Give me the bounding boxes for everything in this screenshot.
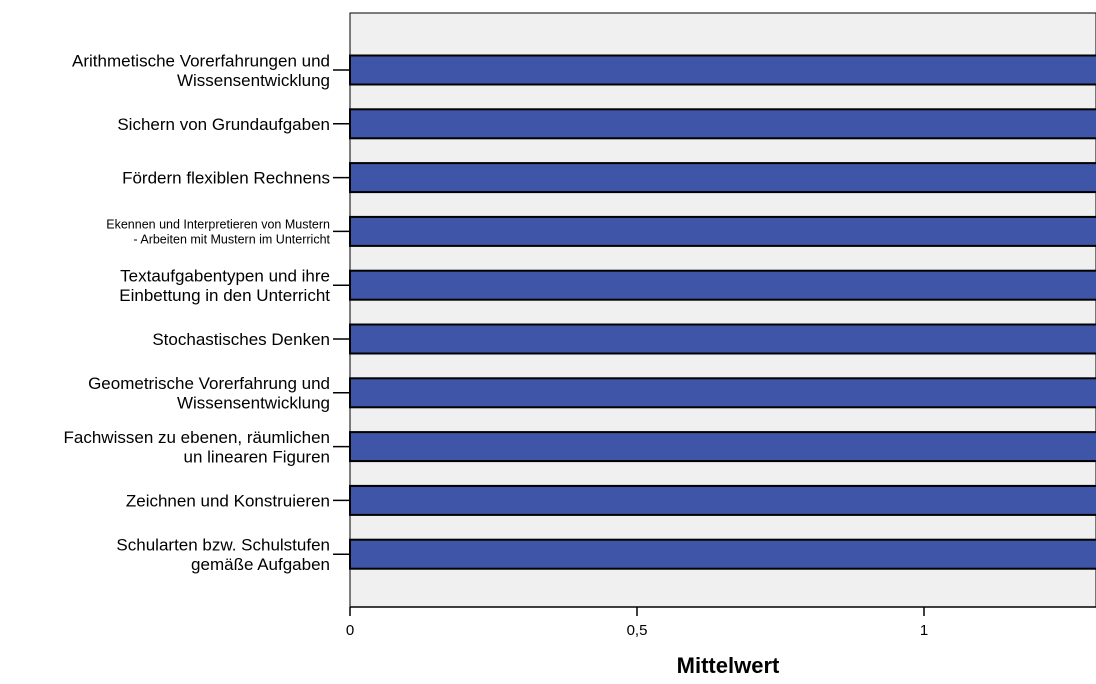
x-tick-label: 1 [920, 622, 928, 639]
category-label: Stochastisches Denken [152, 330, 330, 349]
bar [349, 108, 1096, 140]
category-label: Sichern von Grundaufgaben [117, 115, 330, 134]
plot-area [349, 12, 1096, 608]
bar [349, 431, 1096, 463]
category-label: Zeichnen und Konstruieren [126, 491, 330, 510]
bar [349, 54, 1096, 86]
category-label: - Arbeiten mit Mustern im Unterricht [133, 232, 330, 246]
bar [349, 162, 1096, 194]
x-tick-label: 0 [346, 622, 354, 639]
category-label: Fördern flexiblen Rechnens [122, 169, 330, 188]
bar [349, 323, 1096, 355]
x-axis: 00,511,522,5 [346, 606, 1096, 639]
category-label: Schularten bzw. Schulstufen [116, 536, 330, 555]
x-axis-title: Mittelwert [677, 653, 780, 678]
category-label: Arithmetische Vorerfahrungen und [72, 51, 330, 70]
bar [349, 215, 1096, 247]
category-label: Wissensentwicklung [177, 394, 330, 413]
category-label: Fachwissen zu ebenen, räumlichen [64, 428, 330, 447]
category-label: gemäße Aufgaben [191, 555, 330, 574]
bar [349, 538, 1096, 570]
category-label: Wissensentwicklung [177, 71, 330, 90]
category-label: Ekennen und Interpretieren von Mustern [106, 217, 330, 231]
category-label: un linearen Figuren [184, 447, 330, 466]
category-label: Geometrische Vorerfahrung und [88, 374, 330, 393]
bar [349, 377, 1096, 409]
category-labels: Arithmetische Vorerfahrungen undWissense… [64, 51, 350, 574]
bar [349, 484, 1096, 516]
category-label: Einbettung in den Unterricht [119, 286, 330, 305]
bar [349, 269, 1096, 301]
category-label: Textaufgabentypen und ihre [120, 266, 330, 285]
x-tick-label: 0,5 [627, 622, 648, 639]
bars [349, 54, 1096, 570]
